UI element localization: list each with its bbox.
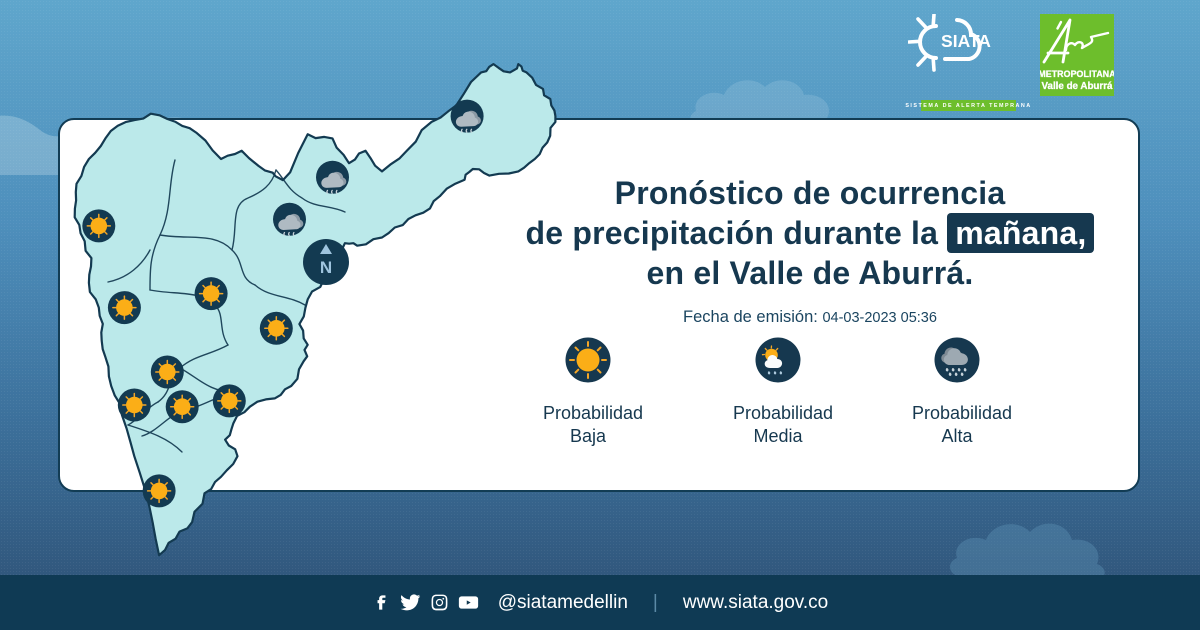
svg-text:METROPOLITANA: METROPOLITANA bbox=[1040, 69, 1114, 79]
svg-text:Valle de Aburrá: Valle de Aburrá bbox=[1042, 81, 1114, 92]
svg-text:N: N bbox=[320, 258, 332, 277]
svg-text:SIATA: SIATA bbox=[941, 31, 991, 51]
